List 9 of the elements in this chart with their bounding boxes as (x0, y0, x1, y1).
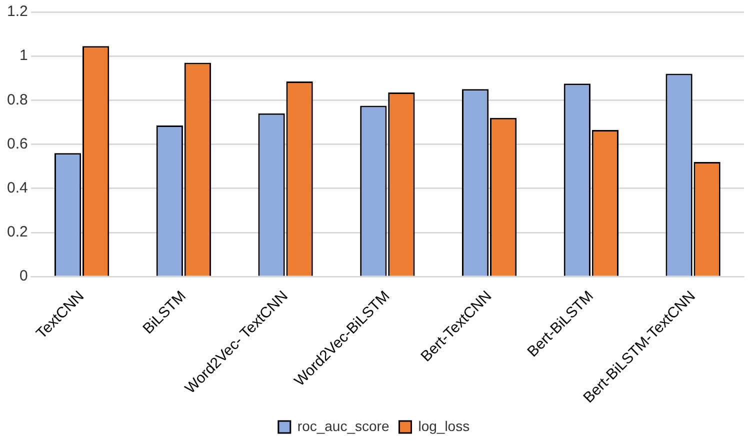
y-tick-label: 0.8 (6, 91, 28, 108)
y-tick-label: 1 (20, 47, 28, 64)
y-tick-label: 0.4 (6, 180, 28, 197)
y-tick-label: 0.6 (6, 135, 28, 152)
legend-label: roc_auc_score (297, 418, 390, 434)
y-tick-label: 0 (20, 268, 28, 285)
legend-label: log_loss (418, 418, 470, 434)
y-tick-label: 1.2 (6, 3, 28, 20)
y-tick-label: 0.2 (6, 224, 28, 241)
